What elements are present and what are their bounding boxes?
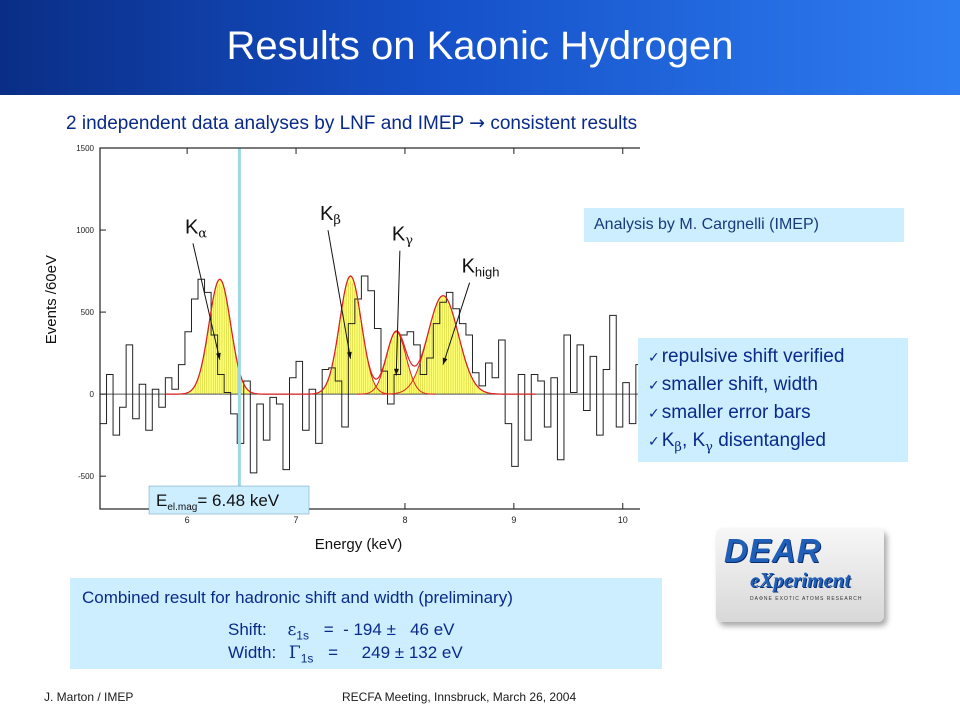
shift-symbol: ε (287, 620, 297, 640)
slide-subtitle: 2 independent data analyses by LNF and I… (66, 112, 637, 135)
x-tick-label: 6 (185, 515, 190, 525)
marker-label-base: E (156, 491, 167, 510)
marker-label-value: = 6.48 keV (197, 491, 279, 510)
footer-event: RECFA Meeting, Innsbruck, March 26, 2004 (342, 690, 577, 704)
peak-arrow-α (192, 243, 221, 360)
finding-item: ✓ repulsive shift verified (648, 343, 908, 371)
check-icon: ✓ (648, 434, 660, 450)
y-tick-label: 500 (81, 308, 95, 317)
peak-label-base: K (392, 224, 406, 246)
dear-logo: DEAR eXperiment DAΦNE EXOTIC ATOMS RESEA… (716, 528, 884, 622)
peak-label-α: Kα (185, 216, 207, 241)
x-tick-label: 10 (618, 515, 628, 525)
fit-curve-γ (357, 331, 436, 395)
peak-label-sub: α (198, 226, 207, 241)
peak-arrowhead-α (215, 352, 221, 360)
plot-frame (99, 147, 640, 510)
marker-label-group: Eel.mag= 6.48 keV (148, 485, 310, 515)
y-tick-label: 0 (90, 390, 95, 399)
finding-item: ✓ smaller shift, width (648, 371, 908, 399)
fit-group (165, 275, 536, 395)
finding-item: ✓ smaller error bars (648, 399, 908, 427)
peak-arrowhead-β (347, 351, 352, 359)
peak-fill-high (382, 295, 505, 395)
spectrum-chart: 6 7 8 9 10 -500 0 500 1000 1500 Energy (keV) Events… (43, 144, 640, 553)
analysis-note: Analysis by M. Cargnelli (IMEP) (584, 208, 904, 242)
check-icon: ✓ (648, 378, 660, 394)
slide-title: Results on Kaonic Hydrogen (226, 24, 734, 68)
title-bar (0, 0, 960, 95)
peak-label-base: K (185, 216, 199, 238)
finding-sub-gamma: γ (705, 439, 713, 455)
width-label: Width: (228, 643, 277, 662)
peak-arrow-high (442, 282, 471, 365)
findings-box: ✓ repulsive shift verified ✓ smaller shift… (638, 338, 908, 462)
peak-label-base: K (320, 203, 334, 225)
finding-mid: , K (681, 430, 706, 451)
marker-label-box (148, 485, 310, 515)
x-tick-label: 9 (511, 515, 516, 525)
subtitle-suffix: consistent results (490, 113, 638, 134)
y-axis-label: Events /60eV (43, 255, 60, 344)
peak-arrow-γ (395, 250, 401, 376)
finding-text: smaller error bars (661, 402, 811, 423)
y-tick-label: 1000 (76, 226, 94, 235)
histogram-line (100, 275, 640, 474)
result-heading: Combined result for hadronic shift and w… (82, 588, 513, 607)
width-symbol: Γ (288, 643, 301, 663)
peak-label-high: Khigh (462, 256, 500, 280)
peak-arrowhead-high (442, 357, 448, 365)
shift-row: Shift: ε1s = - 194 ± 46 eV (228, 620, 455, 642)
check-icon: ✓ (648, 406, 660, 422)
finding-post: disentangled (712, 430, 826, 451)
plot-area (100, 148, 640, 509)
peak-hatch-high (409, 299, 476, 395)
finding-k: K (661, 430, 675, 451)
arrow-icon: → (469, 112, 486, 134)
peak-label-sub: γ (405, 234, 413, 249)
histogram-group (100, 275, 640, 474)
finding-sub-beta: β (674, 439, 682, 455)
y-tick-label: 1500 (76, 144, 94, 153)
width-sub: 1s (300, 651, 314, 666)
x-axis-label: Energy (keV) (315, 536, 403, 553)
marker-label-sub: el.mag (167, 502, 197, 513)
logo-tagline: DAΦNE EXOTIC ATOMS RESEARCH (750, 596, 863, 602)
finding-text: smaller shift, width (661, 374, 819, 395)
peak-arrow-β (327, 230, 351, 359)
x-tick-label: 8 (402, 515, 407, 525)
peak-label-sub: high (475, 265, 500, 280)
width-value: = 249 ± 132 eV (328, 643, 463, 662)
check-icon: ✓ (648, 350, 660, 366)
marker-label: Eel.mag= 6.48 keV (156, 491, 280, 513)
peak-label-β: Kβ (320, 203, 341, 228)
finding-item: ✓ Kβ, Kγ disentangled (648, 427, 908, 455)
peak-label-base: K (462, 256, 476, 278)
peak-label-γ: Kγ (392, 224, 413, 249)
shift-label: Shift: (228, 620, 267, 639)
peak-arrowhead-γ (394, 368, 399, 376)
peak-label-sub: β (333, 213, 341, 228)
shift-value: = - 194 ± 46 eV (323, 620, 455, 639)
logo-title: DEAR (724, 532, 822, 569)
x-tick-label: 7 (294, 515, 299, 525)
finding-text: repulsive shift verified (661, 346, 845, 367)
fit-curve-total (165, 275, 536, 395)
result-box: Combined result for hadronic shift and w… (70, 578, 662, 669)
y-tick-label: -500 (78, 472, 95, 481)
subtitle-text: 2 independent data analyses by LNF and I… (66, 113, 464, 134)
footer-author: J. Marton / IMEP (44, 690, 134, 704)
width-row: Width: Γ1s = 249 ± 132 eV (228, 643, 463, 665)
logo-subtitle: eXperiment (750, 568, 851, 592)
shift-sub: 1s (296, 628, 309, 643)
